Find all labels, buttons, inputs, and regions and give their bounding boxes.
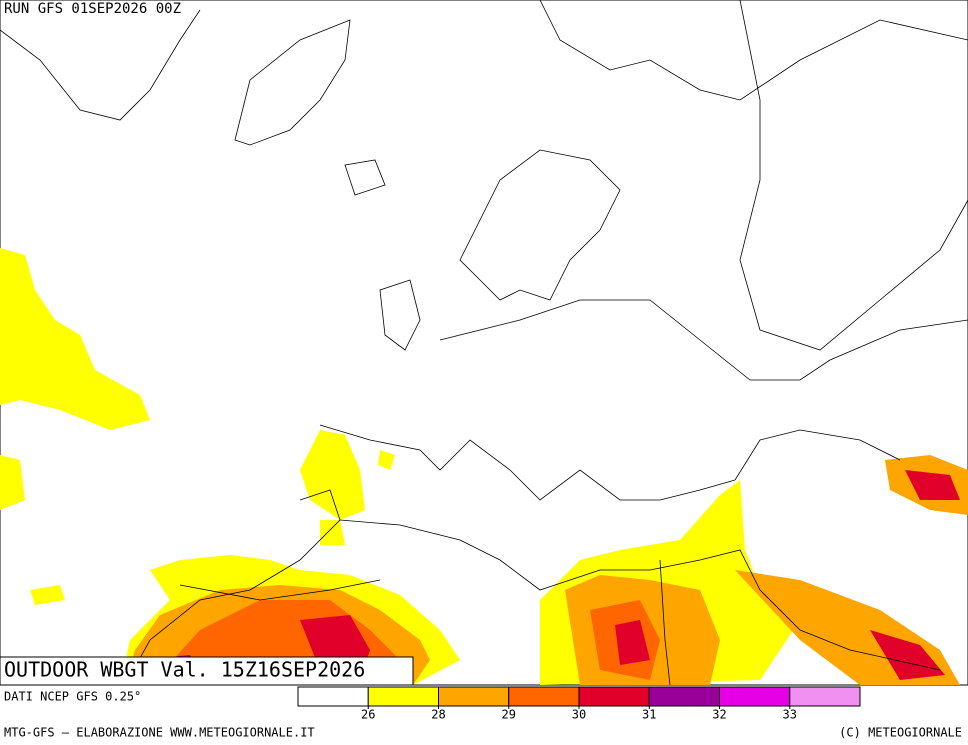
legend-box (648, 686, 720, 707)
credit-label: MTG-GFS — ELABORAZIONE WWW.METEOGIORNALE… (4, 726, 315, 740)
legend-box (508, 686, 580, 707)
legend-tick-label: 33 (783, 708, 797, 722)
map-frame (0, 0, 968, 686)
coastlines (0, 0, 968, 686)
run-label: RUN GFS 01SEP2026 00Z (4, 1, 181, 17)
source-label: DATI NCEP GFS 0.25° (4, 690, 141, 704)
legend-box (578, 686, 650, 707)
legend-box (297, 686, 369, 707)
legend-box (719, 686, 791, 707)
color-legend: 26 28 29 30 31 32 33 (297, 686, 861, 722)
legend-tick-label: 31 (642, 708, 656, 722)
title-box (0, 656, 414, 686)
copyright-label: (C) METEOGIORNALE (839, 726, 962, 740)
legend-tick-label: 26 (361, 708, 375, 722)
legend-tick-label: 29 (502, 708, 516, 722)
map-title: OUTDOOR WBGT Val. 15Z16SEP2026 (4, 658, 365, 682)
legend-box (438, 686, 510, 707)
legend-box (367, 686, 439, 707)
legend-tick-label: 32 (712, 708, 726, 722)
legend-tick-label: 30 (572, 708, 586, 722)
legend-tick-label: 28 (431, 708, 445, 722)
legend-box (789, 686, 861, 707)
